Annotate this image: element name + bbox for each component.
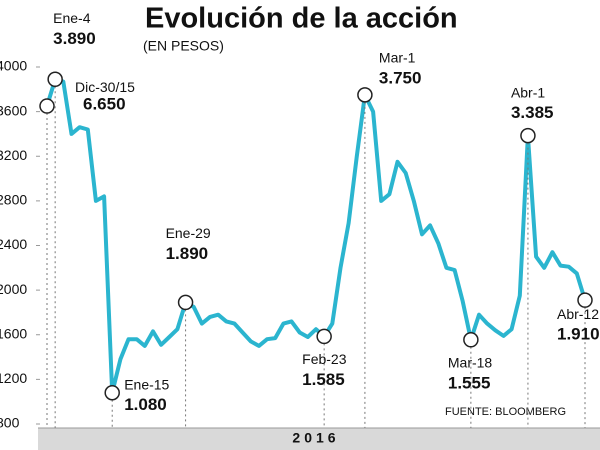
date-label: Dic-30/15 xyxy=(75,79,135,95)
date-label: Ene-15 xyxy=(124,376,169,392)
date-label: Ene-4 xyxy=(53,10,91,26)
value-label: 1.080 xyxy=(124,395,167,414)
y-tick-label: 2800 xyxy=(0,192,27,208)
x-axis-label: 2016 xyxy=(292,430,339,446)
date-label: Mar-18 xyxy=(448,354,493,370)
point-marker xyxy=(520,127,536,144)
value-label: 3.890 xyxy=(53,29,96,48)
annotation: 6.650 xyxy=(83,95,126,114)
point-marker xyxy=(177,294,194,311)
point-marker xyxy=(357,87,373,103)
chart-title: Evolución de la acción xyxy=(145,3,458,35)
y-tick-label: 3200 xyxy=(0,147,27,163)
subtitle: (EN PESOS) xyxy=(143,38,224,54)
y-tick-label: 2400 xyxy=(0,236,27,252)
line xyxy=(45,77,587,395)
date-label: Feb-23 xyxy=(302,351,347,367)
x-band xyxy=(38,428,600,450)
point-marker xyxy=(47,71,63,88)
y-tick-label: 4000 xyxy=(0,58,27,74)
y-tick-label: 800 xyxy=(0,415,20,431)
date-label: Ene-29 xyxy=(166,225,211,241)
y-tick-label: 3600 xyxy=(0,102,27,118)
value-label: 1.585 xyxy=(302,370,345,389)
date-label: Abr-12 xyxy=(557,306,599,322)
date-label: Mar-1 xyxy=(379,50,416,66)
date-label: Abr-1 xyxy=(511,84,545,100)
y-tick-label: 1200 xyxy=(0,370,27,386)
source: FUENTE: BLOOMBERG xyxy=(445,406,566,418)
value-label: 3.750 xyxy=(379,68,422,87)
value-label: 1.910 xyxy=(557,325,600,344)
point-marker xyxy=(316,328,332,345)
point-marker xyxy=(577,292,593,308)
point-marker xyxy=(463,332,479,348)
value-label: 1.890 xyxy=(166,244,209,263)
point-marker xyxy=(39,98,55,114)
y-tick-label: 2000 xyxy=(0,281,27,297)
value-label: 3.385 xyxy=(511,103,554,122)
point-marker xyxy=(104,385,120,401)
value-label: 1.555 xyxy=(448,373,491,392)
